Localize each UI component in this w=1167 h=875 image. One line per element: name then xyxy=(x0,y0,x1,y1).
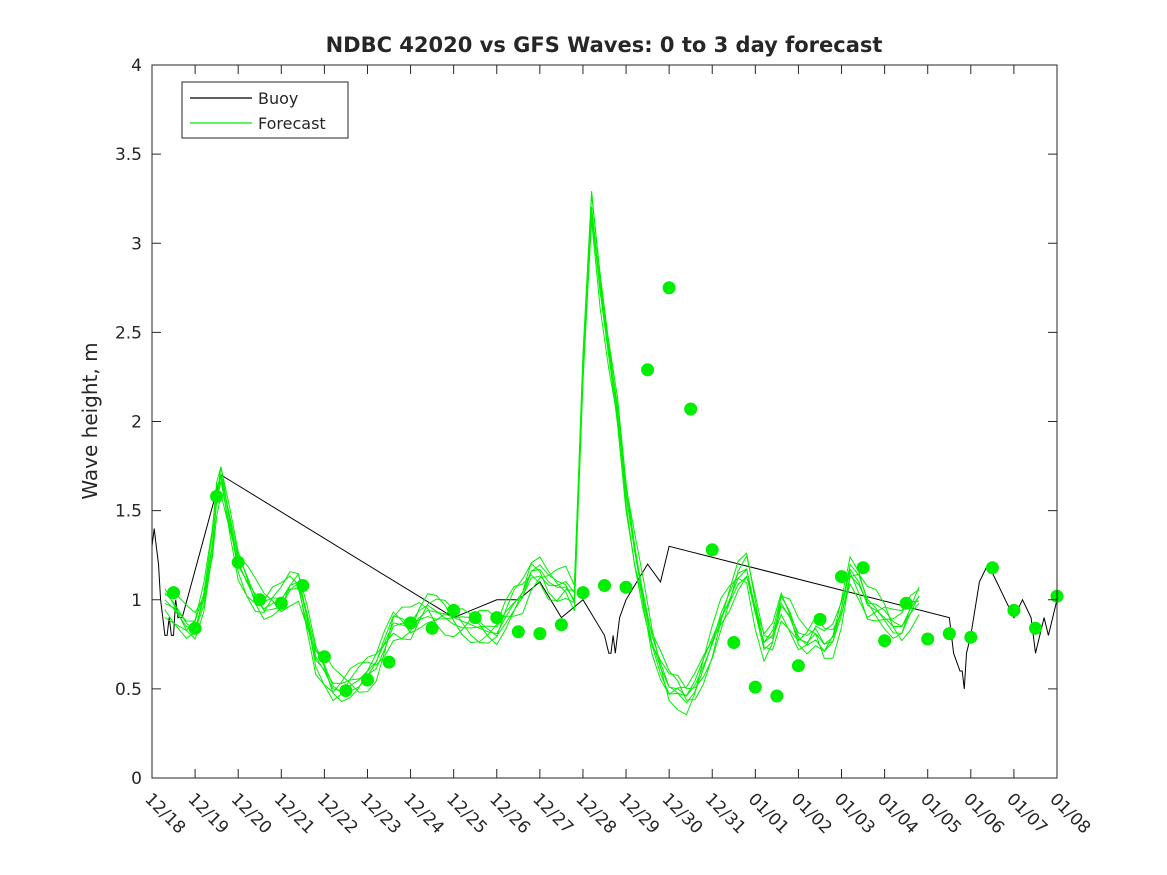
forecast-marker xyxy=(727,636,741,649)
forecast-marker xyxy=(576,586,590,600)
legend-label-buoy: Buoy xyxy=(258,89,298,108)
forecast-marker xyxy=(878,634,892,648)
y-tick-label: 3 xyxy=(131,234,142,254)
forecast-line-4 xyxy=(164,215,920,703)
forecast-marker xyxy=(1029,621,1042,635)
forecast-marker xyxy=(942,627,956,641)
forecast-line-5 xyxy=(164,220,920,716)
forecast-marker xyxy=(447,603,461,617)
y-tick-label: 1.5 xyxy=(115,502,142,522)
forecast-marker xyxy=(533,627,547,641)
forecast-marker xyxy=(253,593,267,607)
forecast-marker xyxy=(339,684,353,698)
forecast-marker xyxy=(490,611,504,625)
buoy-line xyxy=(151,474,1058,689)
forecast-marker xyxy=(619,580,633,594)
forecast-marker xyxy=(404,616,418,630)
forecast-marker xyxy=(598,579,611,592)
y-axis-label: Wave height, m xyxy=(78,342,102,499)
forecast-marker xyxy=(231,555,245,569)
forecast-marker xyxy=(382,655,396,669)
forecast-marker xyxy=(317,650,331,664)
forecast-marker xyxy=(274,596,288,610)
y-tick-label: 4 xyxy=(131,56,142,76)
forecast-marker xyxy=(296,579,310,592)
y-tick-label: 1 xyxy=(131,591,142,611)
y-tick-label: 3.5 xyxy=(115,145,142,165)
legend-box xyxy=(181,81,349,139)
forecast-marker xyxy=(835,570,848,584)
forecast-marker xyxy=(662,281,676,295)
forecast-marker xyxy=(964,630,978,644)
forecast-marker xyxy=(813,612,827,626)
y-tick-label: 0.5 xyxy=(115,680,142,700)
forecast-marker xyxy=(791,659,805,673)
forecast-marker xyxy=(167,586,180,600)
forecast-marker xyxy=(554,618,568,632)
legend-label-forecast: Forecast xyxy=(258,114,326,133)
forecast-marker xyxy=(985,561,999,575)
forecast-marker xyxy=(770,689,784,703)
forecast-marker xyxy=(210,489,224,503)
forecast-marker xyxy=(511,625,525,639)
forecast-marker xyxy=(684,402,698,416)
forecast-marker xyxy=(705,543,719,557)
forecast-marker xyxy=(899,596,913,610)
forecast-marker xyxy=(641,363,655,377)
forecast-marker xyxy=(1007,603,1021,617)
forecast-marker xyxy=(188,621,202,635)
y-tick-label: 0 xyxy=(131,769,142,789)
forecast-line-6 xyxy=(164,191,920,701)
forecast-marker xyxy=(361,673,374,687)
forecast-marker xyxy=(425,621,439,635)
chart-title: NDBC 42020 vs GFS Waves: 0 to 3 day fore… xyxy=(326,33,883,57)
forecast-line-3 xyxy=(164,194,920,702)
forecast-marker xyxy=(856,561,870,575)
forecast-marker xyxy=(921,632,935,646)
y-tick-label: 2.5 xyxy=(115,323,142,343)
series-layer xyxy=(151,191,1064,716)
y-tick-label: 2 xyxy=(131,413,142,433)
legend: Buoy Forecast xyxy=(181,81,349,139)
forecast-marker xyxy=(468,611,482,625)
forecast-line-1 xyxy=(164,214,920,697)
forecast-marker xyxy=(748,680,762,694)
